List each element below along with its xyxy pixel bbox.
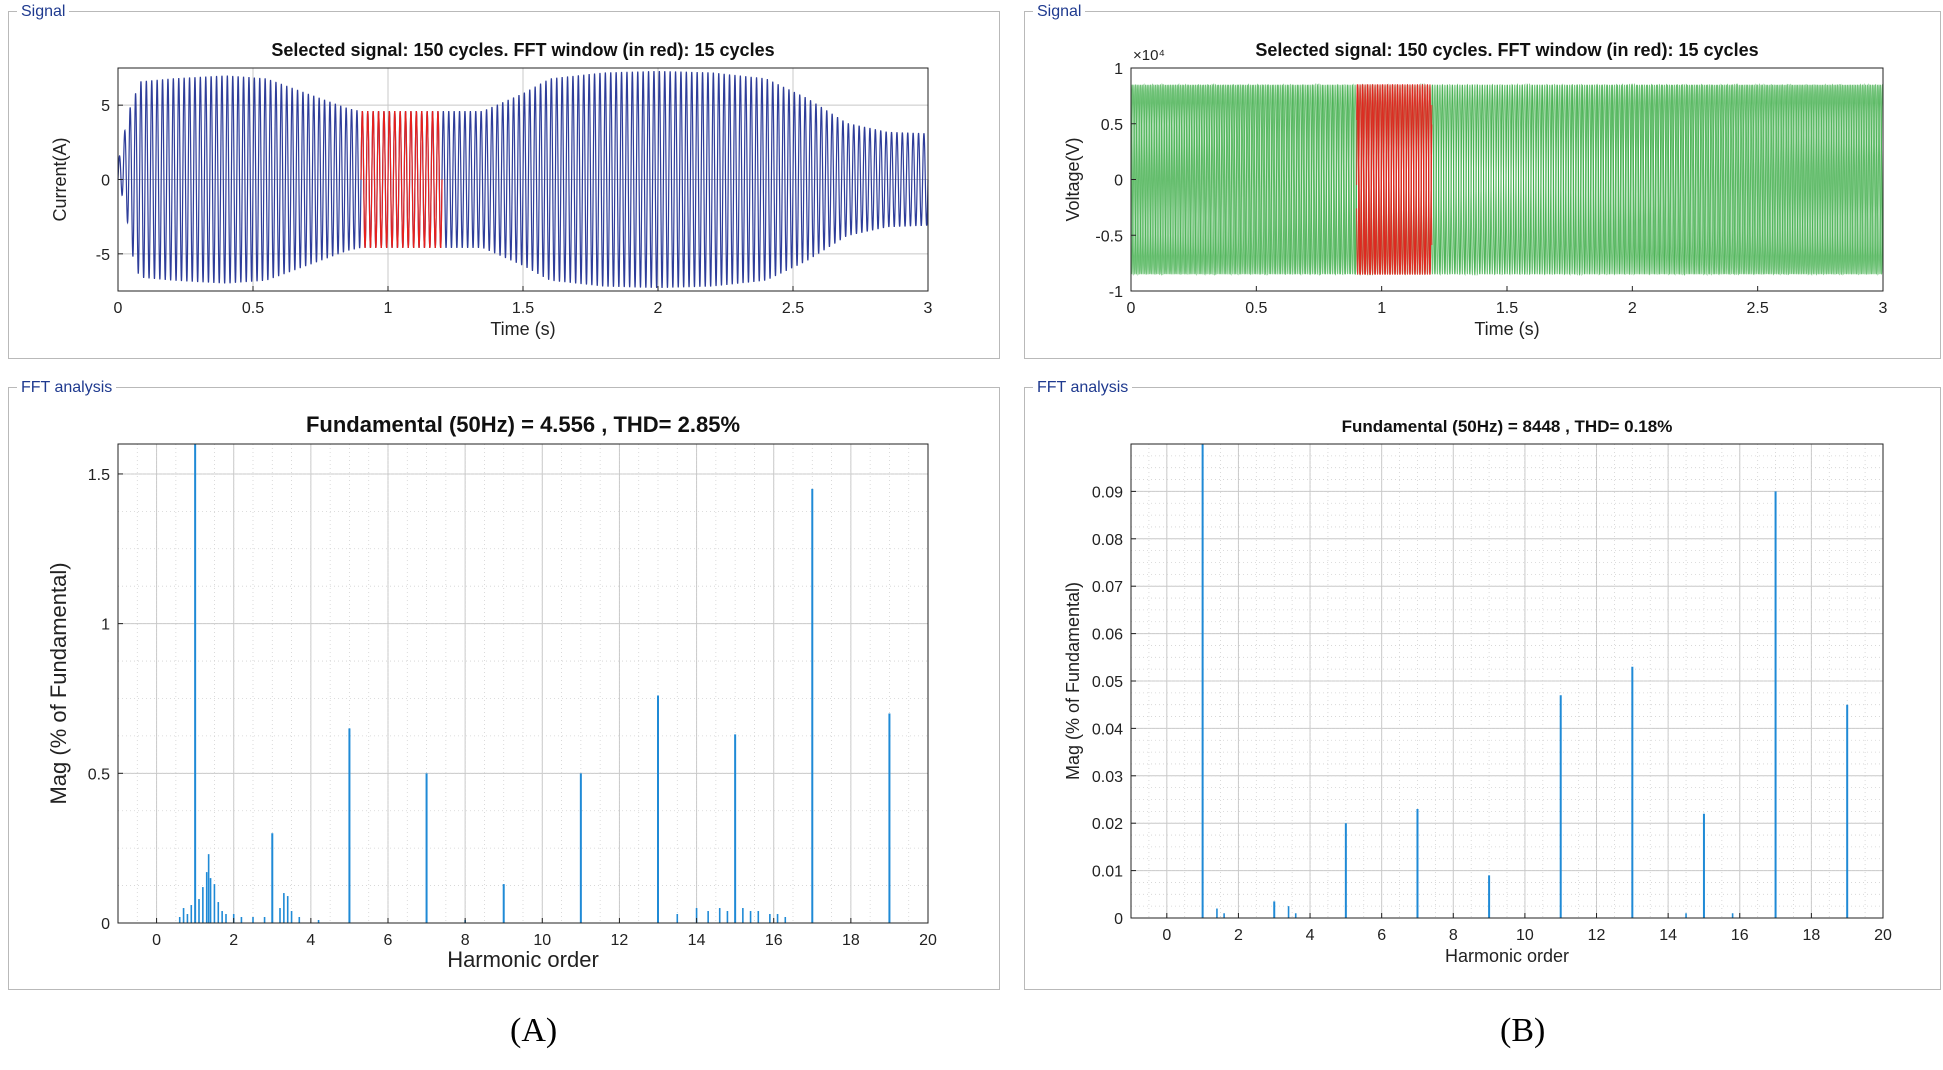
x-tick-label: 2 <box>229 932 238 949</box>
y-tick-label: -5 <box>96 247 110 264</box>
y-tick-label: 0.06 <box>1092 627 1123 644</box>
axes-frame <box>117 443 929 924</box>
figure-label-b: (B) <box>1500 1012 1546 1049</box>
x-tick-label: 6 <box>384 932 393 949</box>
y-tick-label: 0.5 <box>88 766 110 783</box>
y-tick-label: 0.04 <box>1092 721 1123 738</box>
x-tick-label: 18 <box>1802 927 1820 944</box>
voltage-waveform-phase <box>1130 83 1884 276</box>
y-tick-label: 0 <box>101 173 110 190</box>
chart-title: Fundamental (50Hz) = 4.556 , THD= 2.85% <box>306 412 740 437</box>
panel-label: Signal <box>17 3 70 21</box>
y-tick-label: 1.5 <box>88 467 110 484</box>
x-tick-label: 0.5 <box>242 300 264 317</box>
x-tick-label: 8 <box>1449 927 1458 944</box>
y-tick-label: -1 <box>1109 284 1123 301</box>
y-tick-label: 0.07 <box>1092 579 1123 596</box>
y-axis-exponent: ×10⁴ <box>1133 47 1165 64</box>
chart-title: Selected signal: 150 cycles. FFT window … <box>1255 40 1758 60</box>
x-tick-label: 1.5 <box>1496 300 1518 317</box>
x-tick-label: 0 <box>1162 927 1171 944</box>
y-tick-label: -0.5 <box>1095 228 1123 245</box>
x-tick-label: 8 <box>461 932 470 949</box>
x-tick-label: 1 <box>1377 300 1386 317</box>
y-tick-label: 0 <box>1114 173 1123 190</box>
plot-area <box>118 444 928 923</box>
x-tick-label: 18 <box>842 932 860 949</box>
y-tick-label: 0.05 <box>1092 674 1123 691</box>
y-tick-label: 0.09 <box>1092 484 1123 501</box>
x-tick-label: 16 <box>765 932 783 949</box>
y-tick-label: 0.03 <box>1092 769 1123 786</box>
y-tick-label: 0.02 <box>1092 816 1123 833</box>
x-tick-label: 1.5 <box>512 300 534 317</box>
chart-title: Selected signal: 150 cycles. FFT window … <box>271 40 774 60</box>
x-tick-label: 2 <box>1628 300 1637 317</box>
x-axis-label: Harmonic order <box>1445 946 1569 966</box>
x-tick-label: 12 <box>611 932 629 949</box>
y-axis-label: Voltage(V) <box>1063 137 1083 221</box>
y-tick-label: 0 <box>101 916 110 933</box>
x-tick-label: 3 <box>924 300 933 317</box>
current-waveform <box>117 70 929 289</box>
x-axis-label: Time (s) <box>1474 319 1539 339</box>
fft-window-segment <box>360 111 443 248</box>
x-tick-label: 16 <box>1731 927 1749 944</box>
y-tick-label: 0.5 <box>1101 117 1123 134</box>
x-tick-label: 2.5 <box>1747 300 1769 317</box>
x-tick-label: 6 <box>1377 927 1386 944</box>
x-tick-label: 12 <box>1588 927 1606 944</box>
y-tick-label: 5 <box>101 98 110 115</box>
y-axis-label: Mag (% of Fundamental) <box>46 562 71 804</box>
y-axis-label: Mag (% of Fundamental) <box>1063 582 1083 780</box>
y-axis-label: Current(A) <box>50 137 70 221</box>
x-tick-label: 10 <box>1516 927 1534 944</box>
x-tick-label: 1 <box>384 300 393 317</box>
x-tick-label: 0 <box>114 300 123 317</box>
y-tick-label: 0.08 <box>1092 532 1123 549</box>
x-tick-label: 2.5 <box>782 300 804 317</box>
chart-title: Fundamental (50Hz) = 8448 , THD= 0.18% <box>1342 417 1673 436</box>
x-axis-label: Harmonic order <box>447 947 599 972</box>
x-tick-label: 4 <box>306 932 315 949</box>
x-tick-label: 2 <box>1234 927 1243 944</box>
x-tick-label: 14 <box>1659 927 1677 944</box>
panel-label: FFT analysis <box>1033 379 1133 397</box>
x-axis-label: Time (s) <box>490 319 555 339</box>
y-tick-label: 0 <box>1114 911 1123 928</box>
x-tick-label: 0 <box>1127 300 1136 317</box>
panel-label: FFT analysis <box>17 379 117 397</box>
figure-label-a: (A) <box>510 1012 558 1049</box>
x-tick-label: 0 <box>152 932 161 949</box>
panel-label: Signal <box>1033 3 1086 21</box>
y-tick-label: 1 <box>101 617 110 634</box>
x-tick-label: 20 <box>1874 927 1892 944</box>
x-tick-label: 0.5 <box>1245 300 1267 317</box>
x-tick-label: 20 <box>919 932 937 949</box>
fft-window-segment <box>1356 84 1433 275</box>
x-tick-label: 14 <box>688 932 706 949</box>
y-tick-label: 0.01 <box>1092 864 1123 881</box>
x-tick-label: 2 <box>654 300 663 317</box>
x-tick-label: 3 <box>1879 300 1888 317</box>
x-tick-label: 4 <box>1306 927 1315 944</box>
x-tick-label: 10 <box>533 932 551 949</box>
y-tick-label: 1 <box>1114 61 1123 78</box>
